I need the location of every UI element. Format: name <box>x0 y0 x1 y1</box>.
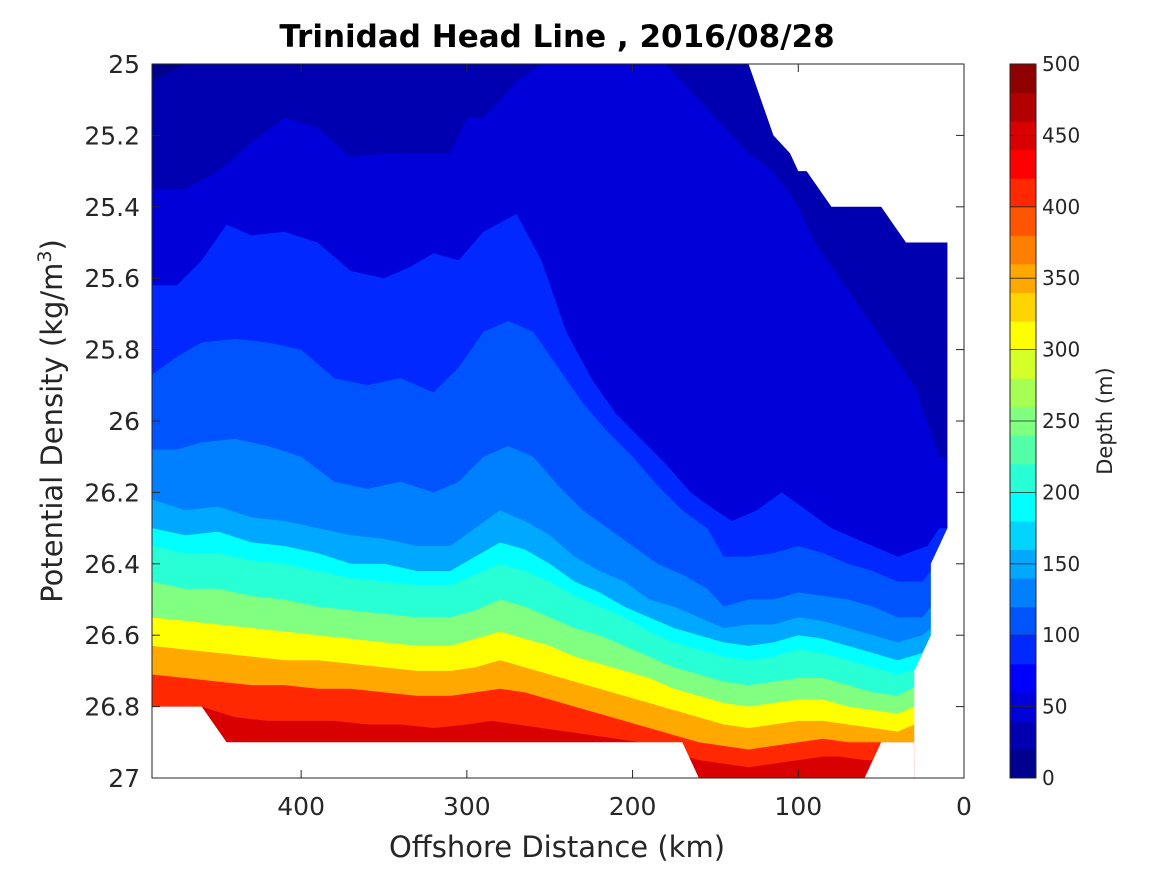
colorbar-swatch <box>1010 749 1036 779</box>
colorbar-label: Depth (m) <box>1093 367 1117 474</box>
colorbar-swatch <box>1010 92 1036 122</box>
y-tick-label: 26.6 <box>84 621 140 650</box>
y-axis-label-superscript: 3 <box>34 250 56 262</box>
colorbar-tick-label: 250 <box>1042 409 1080 433</box>
no-data-right <box>914 528 964 778</box>
y-axis-label: Potential Density (kg/m3) <box>34 239 69 603</box>
y-axis-label-close: ) <box>35 239 69 250</box>
colorbar-tick-label: 200 <box>1042 480 1080 504</box>
y-tick-label: 26.2 <box>84 478 140 507</box>
x-tick-label: 200 <box>609 792 657 821</box>
colorbar-swatch <box>1010 578 1036 608</box>
x-tick-label: 100 <box>774 792 822 821</box>
colorbar-swatch <box>1010 292 1036 322</box>
chart-title: Trinidad Head Line , 2016/08/28 <box>279 19 834 55</box>
colorbar-tick-label: 0 <box>1042 766 1055 790</box>
y-tick-label: 25.6 <box>84 264 140 293</box>
no-data-bottom-left <box>152 706 699 778</box>
colorbar-tick-label: 150 <box>1042 552 1080 576</box>
y-tick-label: 26.8 <box>84 693 140 722</box>
colorbar-swatch <box>1010 149 1036 179</box>
y-tick-label: 25.8 <box>84 336 140 365</box>
colorbar-swatch <box>1010 349 1036 379</box>
x-axis: 400 300 200 100 0 <box>277 64 972 821</box>
colorbar-swatch <box>1010 178 1036 208</box>
colorbar-swatch <box>1010 720 1036 750</box>
colorbar-swatch <box>1010 206 1036 236</box>
colorbar-swatch <box>1010 635 1036 665</box>
colorbar: 0 50 100 150 200 250 300 350 400 450 500 <box>1009 52 1080 790</box>
x-tick-label: 0 <box>956 792 972 821</box>
y-tick-label: 25.2 <box>84 121 140 150</box>
colorbar-swatch <box>1010 378 1036 408</box>
colorbar-swatch <box>1010 235 1036 265</box>
no-data-shelf <box>748 64 964 600</box>
colorbar-swatch <box>1010 606 1036 636</box>
x-tick-label: 400 <box>277 792 325 821</box>
colorbar-swatch <box>1010 492 1036 522</box>
y-tick-label: 26.4 <box>84 550 140 579</box>
y-tick-label: 27 <box>108 764 140 793</box>
colorbar-tick-label: 500 <box>1042 52 1080 76</box>
colorbar-tick-label: 50 <box>1042 695 1067 719</box>
colorbar-swatch <box>1010 463 1036 493</box>
x-tick-label: 300 <box>443 792 491 821</box>
y-axis: 25 25.2 25.4 25.6 25.8 26 26.2 26.4 26.6 26.8 27 <box>84 50 964 793</box>
no-data-mask <box>152 64 964 778</box>
colorbar-tick-label: 350 <box>1042 266 1080 290</box>
colorbar-swatch <box>1010 321 1036 351</box>
colorbar-tick-label: 400 <box>1042 195 1080 219</box>
no-data-bottom-right <box>864 742 915 778</box>
colorbar-swatch <box>1010 520 1036 551</box>
colorbar-tick-label: 100 <box>1042 623 1080 647</box>
y-axis-label-main: Potential Density (kg/m <box>35 263 69 603</box>
y-tick-label: 25 <box>108 50 140 79</box>
colorbar-swatch <box>1010 64 1036 94</box>
y-tick-label: 25.4 <box>84 193 140 222</box>
colorbar-swatch <box>1010 435 1036 465</box>
y-tick-label: 26 <box>108 407 140 436</box>
x-axis-label: Offshore Distance (km) <box>389 830 725 864</box>
colorbar-swatch <box>1010 663 1036 693</box>
colorbar-tick-label: 450 <box>1042 123 1080 147</box>
colorbar-tick-label: 300 <box>1042 338 1080 362</box>
